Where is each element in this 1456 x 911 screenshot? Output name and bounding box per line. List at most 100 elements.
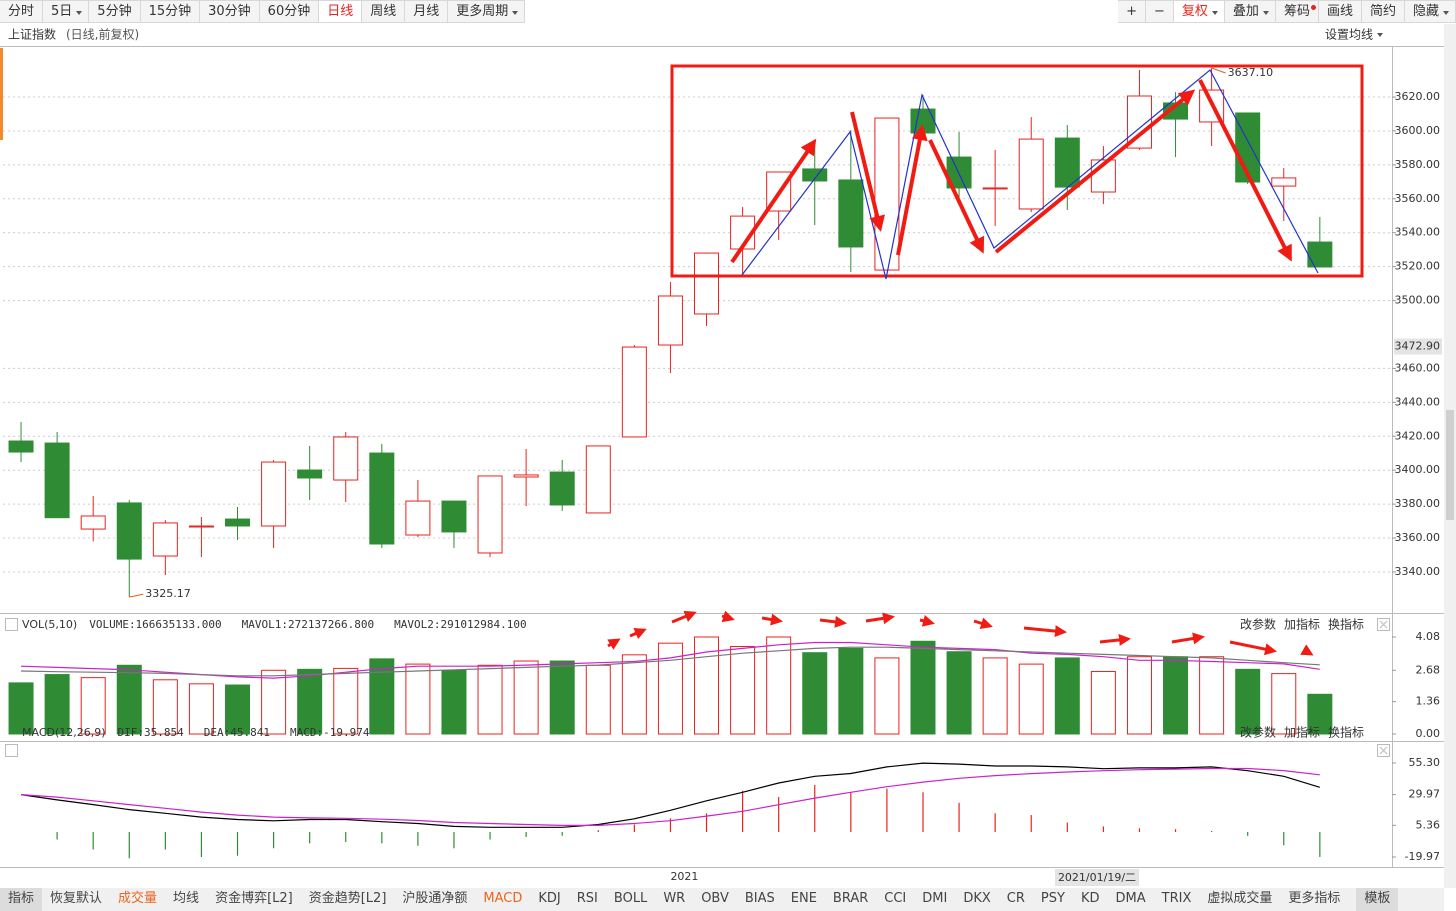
arrow (721, 610, 735, 623)
period-tab[interactable]: 日线 (319, 0, 363, 23)
period-tab[interactable]: 月线 (405, 0, 449, 23)
indicator-tab[interactable]: MACD (483, 891, 523, 906)
indicator-tab[interactable]: DMA (1115, 891, 1146, 906)
trend-arrows (730, 79, 1292, 264)
panel-action[interactable]: 换指标 (1328, 617, 1364, 632)
panel-action[interactable]: 加指标 (1284, 617, 1320, 632)
period-tab[interactable]: 5日 (43, 0, 90, 23)
period-tab[interactable]: 15分钟 (140, 0, 201, 23)
zigzag (741, 69, 1319, 280)
indicator-tab[interactable]: TRIX (1161, 891, 1192, 906)
y-tick-label: 3420.00 (1395, 429, 1441, 442)
indicator-tab[interactable]: KD (1080, 891, 1100, 906)
indicator-tab[interactable]: CCI (884, 891, 907, 906)
indicator-tab[interactable]: OBV (701, 891, 729, 906)
help-box[interactable] (5, 744, 18, 757)
ma-setting[interactable]: 设置均线 (1325, 28, 1373, 42)
indicator-tab[interactable]: 成交量 (118, 891, 158, 906)
candle-body (225, 518, 251, 527)
candle-body (369, 452, 395, 545)
tool-button[interactable]: − (1146, 0, 1174, 23)
candle-body (8, 440, 34, 453)
volume-bar (1090, 670, 1116, 735)
indicator-bar: 指标 恢复默认 成交量 均线 资金博弈[L2] 资金趋势[L2] 沪股通净额 MACD KDJ R… (0, 888, 1444, 911)
indicator-tab[interactable]: RSI (576, 891, 598, 906)
indicator-tab[interactable]: 资金趋势[L2] (308, 891, 387, 906)
indicator-tab[interactable]: WR (663, 891, 686, 906)
candle-body (874, 117, 900, 271)
panel-title: VOL(5,10) (22, 618, 77, 631)
volume-bar (297, 668, 323, 735)
indicator-tab[interactable]: 均线 (173, 891, 200, 906)
panel-action[interactable]: 改参数 (1240, 617, 1276, 632)
period-tab[interactable]: 60分钟 (259, 0, 320, 23)
y-tick-label: 5.36 (1416, 818, 1441, 831)
indicator-tab[interactable]: 更多指标 (1288, 891, 1341, 906)
period-tab[interactable]: 更多周期 (448, 0, 526, 23)
help-box[interactable] (5, 618, 18, 631)
candle-body (441, 500, 467, 533)
panel-action[interactable]: 改参数 (1240, 725, 1276, 740)
tool-button[interactable]: 画线 (1318, 0, 1362, 23)
close-icon (1379, 746, 1388, 755)
indicator-tab[interactable]: DMI (922, 891, 948, 906)
volume-bar (116, 664, 142, 735)
tool-button[interactable]: 隐藏 (1404, 0, 1456, 23)
indicator-tab[interactable]: BIAS (744, 891, 775, 906)
arrow (819, 615, 847, 628)
tool-button[interactable]: + (1118, 0, 1146, 23)
arrow (973, 617, 993, 630)
candle-body (44, 442, 70, 519)
period-tab[interactable]: 分时 (0, 0, 44, 23)
candle-body (549, 471, 575, 506)
indicator-tab[interactable]: KDJ (538, 891, 561, 906)
indicator-tab[interactable]: 资金博弈[L2] (215, 891, 293, 906)
volume-bar (44, 674, 70, 735)
candle-body (838, 179, 864, 248)
arrow (1229, 640, 1277, 656)
indicator-tab[interactable]: 恢复默认 (50, 891, 103, 906)
annotation-label: 3637.10 (1228, 66, 1274, 79)
last-price-box (1394, 338, 1442, 355)
panel-action[interactable]: 换指标 (1328, 725, 1364, 740)
indicator-tab[interactable]: 沪股通净额 (402, 891, 468, 906)
indicator-tab[interactable]: ENE (790, 891, 817, 906)
volume-bar (405, 663, 431, 735)
volume-bar (730, 646, 756, 735)
arrow (919, 614, 935, 627)
y-tick-label: 4.08 (1416, 630, 1441, 643)
indicator-tab[interactable]: BOLL (613, 891, 648, 906)
candle-body (116, 502, 142, 560)
indicator-tab[interactable]: 指标 (0, 888, 43, 911)
volume-bar (910, 640, 936, 735)
candle-body (80, 515, 106, 530)
period-tab[interactable]: 30分钟 (200, 0, 260, 23)
tool-button[interactable]: 叠加 (1224, 0, 1276, 23)
panel-action[interactable]: 加指标 (1284, 725, 1320, 740)
indicator-tab[interactable]: CR (1006, 891, 1025, 906)
y-tick-label: 3540.00 (1395, 226, 1441, 239)
close-box[interactable] (1377, 618, 1390, 631)
tool-bar: + − 复权 叠加 筹码 画线 简约 隐藏 (1118, 0, 1456, 23)
legend-entry: DEA:45.841 (204, 726, 270, 739)
indicator-tab[interactable]: BRAR (832, 891, 869, 906)
legend-entry: MAVOL1:272137266.800 (242, 618, 374, 631)
indicator-tab[interactable]: PSY (1040, 891, 1065, 906)
arrow (1171, 632, 1205, 645)
tool-button[interactable]: 筹码 (1275, 0, 1319, 23)
indicator-tab[interactable]: DKX (963, 891, 991, 906)
y-tick-label: 55.30 (1409, 756, 1441, 769)
y-tick-label: 3620.00 (1395, 90, 1441, 103)
indicator-tab[interactable]: 虚拟成交量 (1207, 891, 1273, 906)
close-box[interactable] (1377, 744, 1390, 757)
arrow (730, 138, 817, 264)
period-tab[interactable]: 周线 (362, 0, 406, 23)
scroll-thumb[interactable] (1446, 410, 1454, 520)
indicator-tab[interactable]: 模板 (1356, 888, 1399, 911)
period-tab[interactable]: 5分钟 (89, 0, 141, 23)
tool-button[interactable]: 简约 (1361, 0, 1405, 23)
y-tick-label: 3500.00 (1395, 294, 1441, 307)
tool-button[interactable]: 复权 (1173, 0, 1225, 23)
